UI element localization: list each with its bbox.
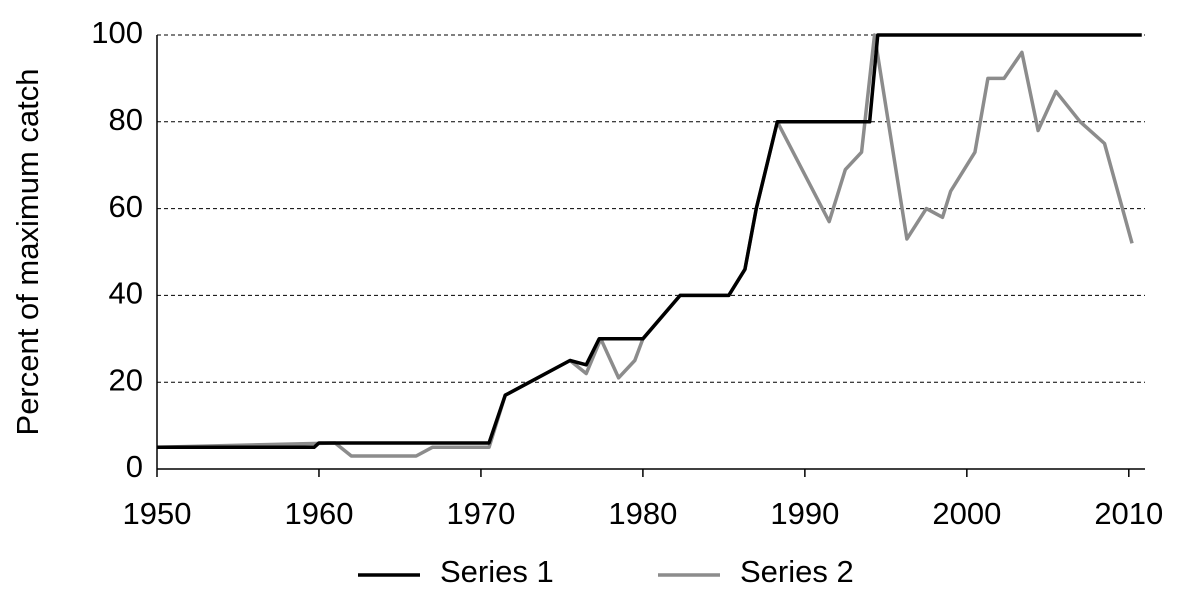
x-tick-label: 1950 bbox=[123, 496, 192, 531]
y-tick-label: 60 bbox=[109, 189, 143, 224]
y-tick-label: 80 bbox=[109, 102, 143, 137]
x-tick-label: 1980 bbox=[608, 496, 677, 531]
legend-label: Series 1 bbox=[440, 554, 554, 589]
y-tick-label: 0 bbox=[126, 449, 143, 484]
series-line bbox=[156, 33, 1134, 458]
x-tick-label: 2010 bbox=[1094, 496, 1163, 531]
x-tick-label: 1970 bbox=[446, 496, 515, 531]
legend-label: Series 2 bbox=[740, 554, 854, 589]
x-tick-label: 1960 bbox=[284, 496, 353, 531]
y-tick-label: 20 bbox=[109, 362, 143, 397]
y-tick-label: 100 bbox=[91, 15, 143, 50]
y-tick-label: 40 bbox=[109, 276, 143, 311]
series-line bbox=[157, 33, 1142, 450]
x-tick-label: 1990 bbox=[770, 496, 839, 531]
x-tick-label: 2000 bbox=[932, 496, 1001, 531]
y-axis-label: Percent of maximum catch bbox=[10, 69, 45, 436]
